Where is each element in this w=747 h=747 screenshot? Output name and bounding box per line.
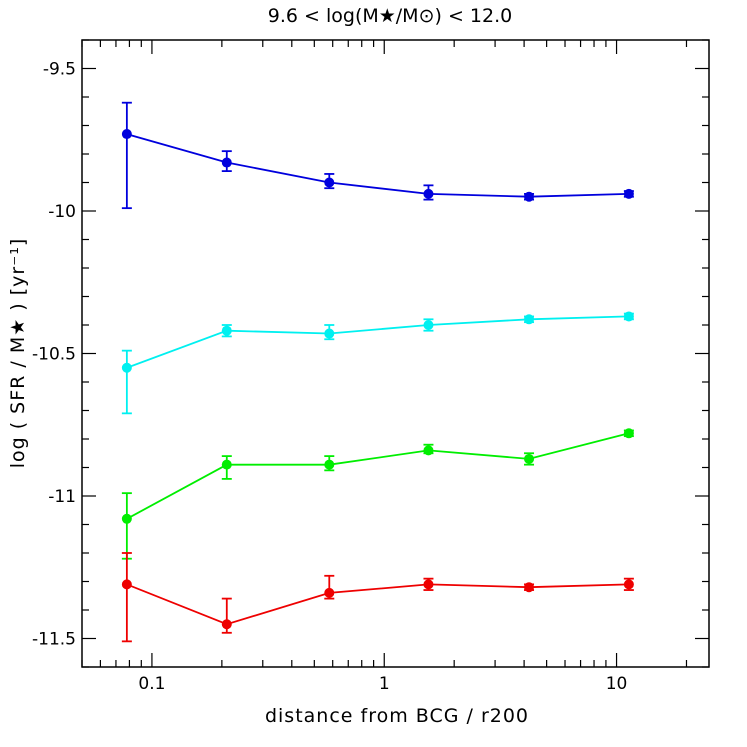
data-point xyxy=(324,459,335,470)
x-tick-label: 0.1 xyxy=(138,674,165,694)
data-point xyxy=(623,428,634,439)
series-line xyxy=(126,133,629,198)
data-point xyxy=(324,587,335,598)
y-tick-label: -9.5 xyxy=(43,60,76,80)
axis-ticks: 0.1 1 10 -9.5 -10 -10.5 -11 -11.5 xyxy=(32,39,709,694)
data-point xyxy=(221,459,232,470)
data-point xyxy=(423,445,434,456)
plot-frame xyxy=(81,39,710,668)
series-line xyxy=(126,432,630,520)
data-point xyxy=(623,579,634,590)
data-point xyxy=(221,157,232,168)
y-tick-label: -11.5 xyxy=(32,630,76,650)
data-point xyxy=(524,191,535,202)
y-tick-label: -10 xyxy=(48,202,76,222)
series-1 xyxy=(121,101,634,210)
data-point xyxy=(623,311,634,322)
data-point xyxy=(423,188,434,199)
series-3 xyxy=(121,428,634,560)
series-2 xyxy=(121,311,634,415)
data-point xyxy=(524,453,535,464)
data-point xyxy=(121,362,132,373)
series-4 xyxy=(121,552,634,643)
data-point xyxy=(121,579,132,590)
x-axis-label: distance from BCG / r200 xyxy=(265,705,529,727)
y-tick-label: -11 xyxy=(48,487,76,507)
data-point xyxy=(221,325,232,336)
series-layer xyxy=(121,101,634,643)
data-point xyxy=(623,188,634,199)
series-line xyxy=(126,583,629,626)
x-tick-label: 10 xyxy=(606,674,628,694)
data-point xyxy=(524,582,535,593)
data-point xyxy=(423,579,434,590)
data-point xyxy=(423,320,434,330)
data-point xyxy=(324,177,335,188)
data-point xyxy=(121,129,132,140)
y-axis-label: log ( SFR / M★ ) [yr⁻¹] xyxy=(7,238,29,469)
data-point xyxy=(324,328,335,339)
y-tick-label: -10.5 xyxy=(32,345,76,365)
data-point xyxy=(221,619,232,630)
chart-title: 9.6 < log(M★/M⊙) < 12.0 xyxy=(268,5,512,27)
data-point xyxy=(121,513,132,524)
series-line xyxy=(126,315,629,369)
data-point xyxy=(524,314,535,325)
x-tick-label: 1 xyxy=(379,674,390,694)
